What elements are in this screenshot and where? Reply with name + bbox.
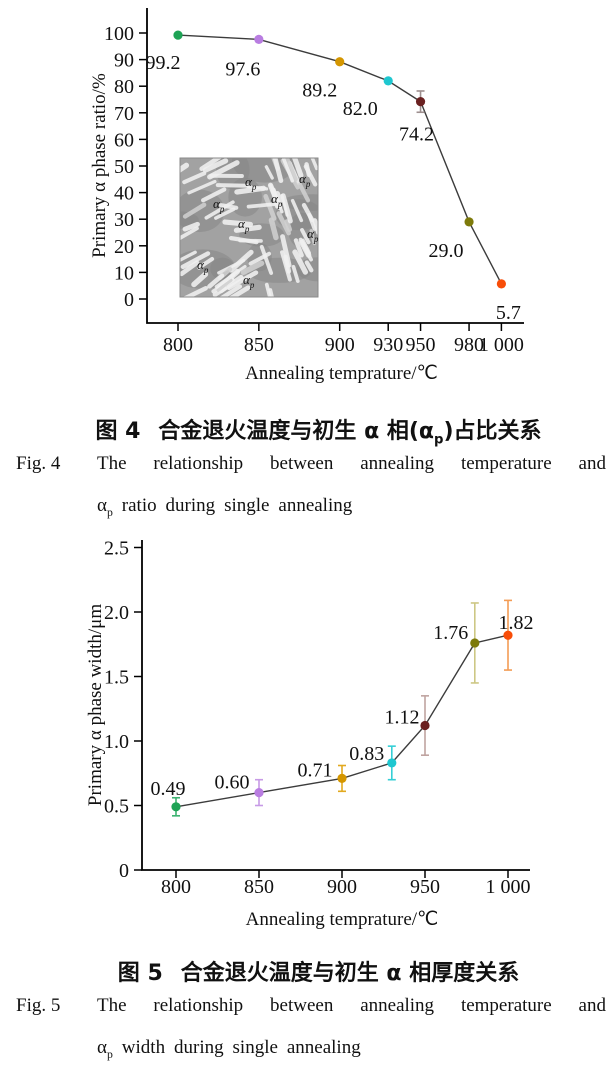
x-tick-label: 850 [244,876,274,898]
y-tick-label: 0.5 [104,796,129,818]
inset-alpha-p-label: αp [271,191,283,209]
figure5-chart: 800 850 900 950 1 000 0 0.5 1.0 1.5 2.0 2.5 Anneali… [85,538,534,931]
data-point [420,720,430,731]
figure4-caption-en-line2: αp ratio during single annealing [97,495,353,519]
x-tick-label: 800 [163,334,193,356]
value-label: 74.2 [399,124,434,146]
y-tick-label: 2.0 [104,602,129,624]
inset-alpha-p-label: αp [238,216,250,234]
x-axis-title: Annealing temprature/℃ [245,363,438,384]
value-label: 1.82 [499,612,534,634]
data-point [470,638,480,648]
figure5-caption-en-label: Fig. 5 [16,995,61,1016]
y-tick-label: 90 [114,50,134,72]
value-label: 82.0 [343,98,378,120]
data-point [387,758,397,768]
y-tick-label: 0 [119,860,129,882]
value-label: 5.7 [496,302,521,324]
y-tick-label: 40 [114,183,134,205]
value-label: 0.71 [298,759,333,781]
x-tick-label: 950 [406,334,436,356]
y-tick-label: 0 [124,289,134,311]
x-tick-label: 850 [244,334,274,356]
figure5-caption-zh-label: 图 5 [117,961,163,986]
x-tick-label: 950 [410,876,440,898]
y-tick-label: 60 [114,129,134,151]
value-label: 1.12 [385,707,420,729]
fig5-plot: 800 850 900 950 1 000 0 0.5 1.0 1.5 2.0 2.5 Anneali… [85,538,534,931]
x-tick-label: 900 [327,876,357,898]
value-label: 29.0 [429,240,464,262]
y-tick-label: 50 [114,156,134,178]
x-tick-label: 900 [325,334,355,356]
inset-alpha-p-label: αp [197,257,209,275]
inset-alpha-p-label: αp [245,174,257,192]
value-label: 89.2 [302,80,337,102]
figure5-caption-en-line2: αp width during single annealing [97,1037,361,1061]
y-tick-label: 100 [104,23,134,45]
figure5-caption-en-line1: The relationship between annealing tempe… [97,995,606,1016]
data-point [503,630,513,640]
figure4-caption-zh-label: 图 4 [95,419,141,444]
data-point [464,217,474,227]
data-point [335,57,345,67]
y-tick-label: 20 [114,236,134,258]
micrograph-inset [180,158,318,297]
y-tick-label: 70 [114,103,134,125]
data-point [254,788,264,798]
data-point [173,30,183,40]
y-axis-title: Primary α phase width/μm [85,604,106,806]
y-tick-label: 2.5 [104,538,129,560]
x-axis-title: Annealing temprature/℃ [246,909,439,930]
x-tick-label: 1 000 [479,334,524,356]
figure4-caption-en: Fig. 4 The relationship between annealin… [16,451,608,525]
figure4-caption-zh: 图 4 合金退火温度与初生 α 相(αp)占比关系 [0,413,611,447]
data-point [254,34,264,44]
inset-alpha-p-label: αp [299,171,311,189]
data-point [415,97,426,107]
figure4-caption-en-line1: The relationship between annealing tempe… [97,453,606,474]
x-tick-label: 980 [454,334,484,356]
y-tick-label: 10 [114,262,134,284]
data-point [496,279,506,289]
figure4-caption-en-label: Fig. 4 [16,453,61,474]
data-point [383,76,393,86]
data-point [171,802,181,812]
value-label: 97.6 [225,58,260,80]
value-label: 0.60 [215,772,250,794]
inset-alpha-p-label: αp [243,272,255,290]
axes [141,540,530,871]
inset-alpha-p-label: αp [213,196,225,214]
figure5-caption-zh: 图 5 合金退火温度与初生 α 相厚度关系 [0,955,611,987]
figure4-caption-zh-text: 合金退火温度与初生 α 相(αp)占比关系 [158,419,542,448]
y-tick-label: 1.0 [104,731,129,753]
value-label: 0.83 [349,743,384,765]
x-tick-label: 800 [161,876,191,898]
figure5-caption-en: Fig. 5 The relationship between annealin… [16,993,608,1067]
value-label: 0.49 [151,778,186,800]
inset-alpha-p-label: αp [307,226,319,244]
figure5-caption-zh-text: 合金退火温度与初生 α 相厚度关系 [180,961,520,986]
y-axis-title: Primary α phase ratio/% [89,73,110,258]
y-tick-label: 1.5 [104,667,129,689]
y-tick-label: 30 [114,209,134,231]
data-point [337,773,347,784]
y-tick-label: 80 [114,76,134,98]
value-label: 99.2 [146,52,181,74]
value-label: 1.76 [433,622,468,644]
x-tick-label: 1 000 [486,876,531,898]
x-tick-label: 930 [373,334,403,356]
